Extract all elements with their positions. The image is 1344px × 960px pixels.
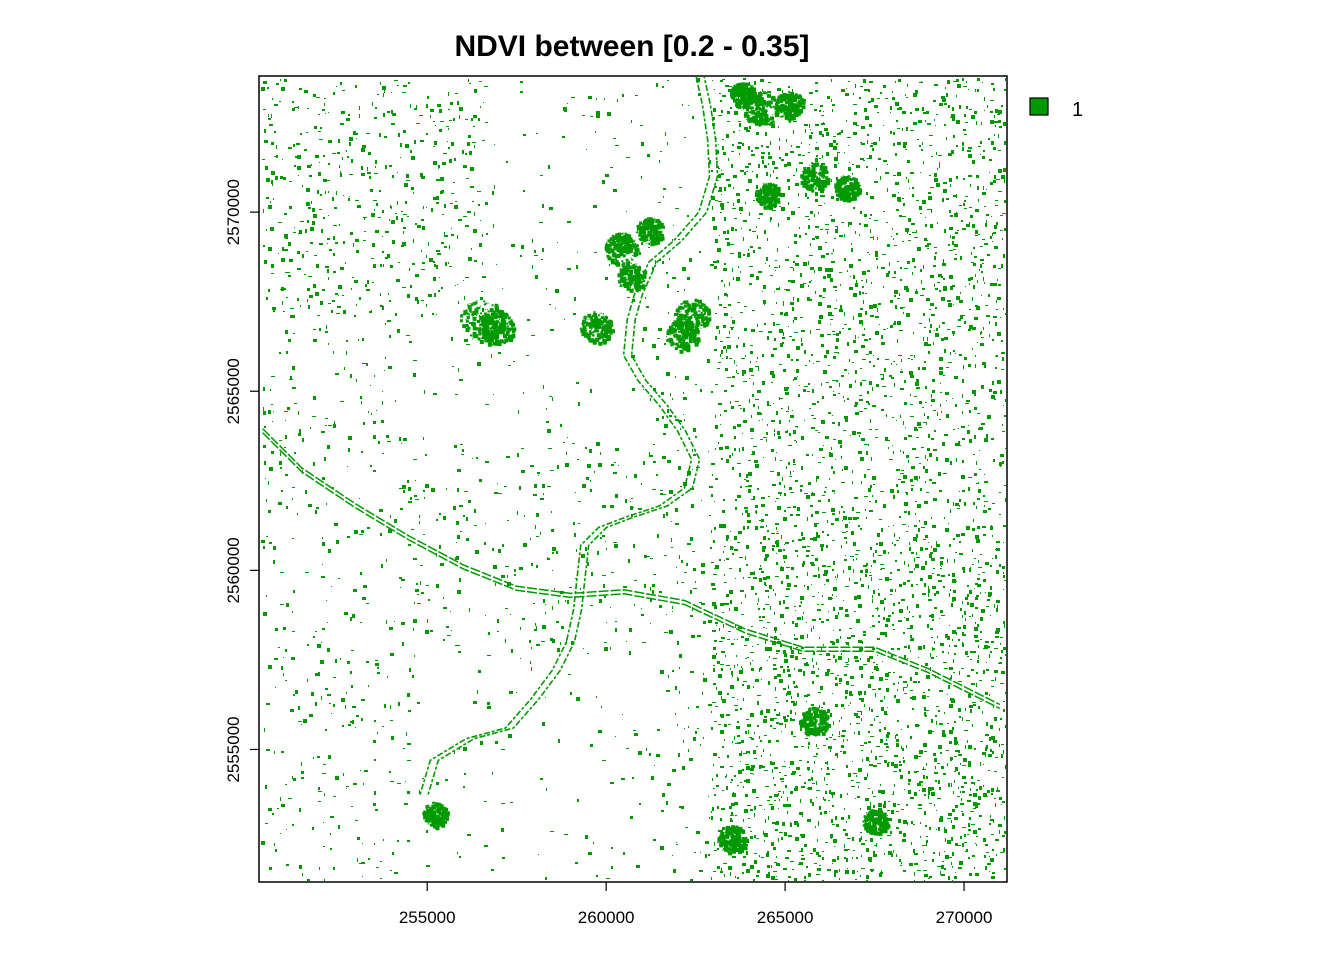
road-side-vegetation (262, 428, 1001, 706)
vegetation-patch (674, 298, 712, 337)
road-side-vegetation (262, 432, 1001, 710)
vegetation-patch (834, 175, 862, 203)
vegetation-patch (617, 262, 648, 293)
y-tick-label: 2570000 (224, 179, 243, 245)
river-bank-vegetation (426, 77, 719, 797)
x-tick-label: 260000 (578, 908, 635, 927)
vegetation-patch (774, 90, 806, 122)
river-bank-vegetation (418, 77, 711, 797)
x-tick-label: 265000 (757, 908, 814, 927)
y-tick-label: 2565000 (224, 358, 243, 424)
vegetation-patch (666, 318, 701, 354)
legend-swatch-1 (1029, 97, 1049, 116)
legend-label-1: 1 (1072, 99, 1083, 121)
ndvi-raster-layer (261, 77, 1006, 881)
x-tick-label: 270000 (936, 908, 993, 927)
x-axis: 255000 260000 265000 270000 (399, 882, 993, 927)
vegetation-patch (799, 706, 831, 737)
vegetation-patch (800, 162, 831, 194)
vegetation-patch (604, 232, 640, 267)
x-tick-label: 255000 (399, 908, 456, 927)
legend: 1 (1029, 97, 1083, 121)
chart-title: NDVI between [0.2 - 0.35] (454, 30, 809, 63)
vegetation-patch (754, 182, 783, 211)
y-tick-label: 2560000 (224, 537, 243, 603)
vegetation-patch (862, 809, 891, 837)
vegetation-patch (635, 217, 665, 247)
vegetation-patch (730, 82, 758, 109)
y-tick-label: 2555000 (224, 716, 243, 782)
vegetation-patch (579, 311, 615, 346)
vegetation-patch (422, 801, 450, 831)
vegetation-patch (478, 309, 517, 347)
vegetation-patch (717, 825, 750, 856)
vegetation-speckle (261, 78, 1006, 881)
plot-frame (258, 75, 1008, 883)
y-axis: 2555000 2560000 2565000 2570000 (224, 179, 259, 783)
